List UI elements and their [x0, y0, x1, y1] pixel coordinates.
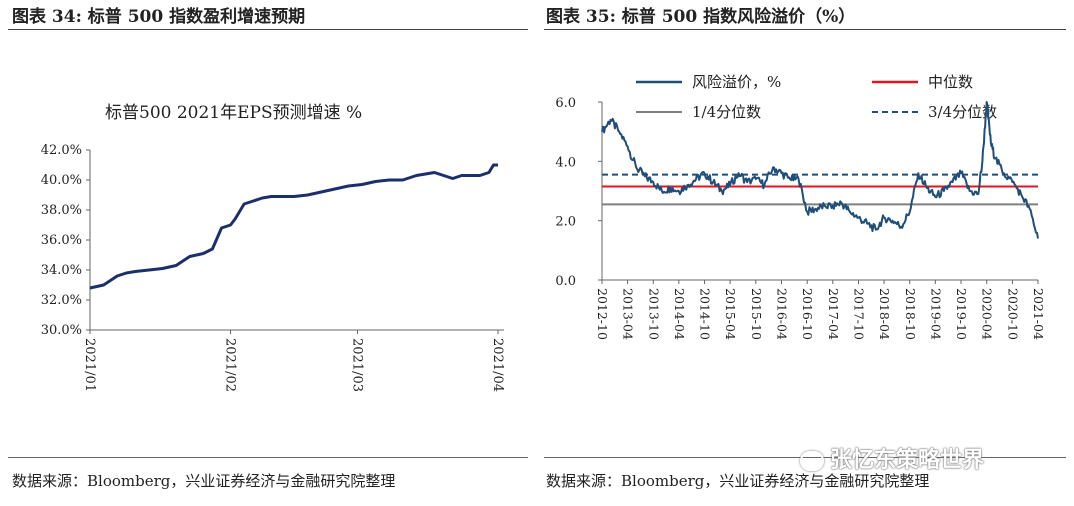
- y-tick-label: 0.0: [555, 274, 576, 289]
- figure-34-top-rule: [8, 29, 528, 30]
- figure-34-source: 数据来源：Bloomberg，兴业证券经济与金融研究院整理: [12, 472, 396, 490]
- figure-34-bottom-rule: [8, 457, 528, 458]
- figure-35-source: 数据来源：Bloomberg，兴业证券经济与金融研究院整理: [546, 472, 930, 490]
- x-tick-label: 2017-04: [826, 288, 841, 340]
- x-tick-label: 2017-10: [851, 288, 866, 340]
- x-tick-label: 2015-10: [749, 288, 764, 340]
- x-tick-label: 2021/03: [349, 338, 364, 392]
- x-tick-label: 2012-10: [595, 288, 610, 340]
- x-tick-label: 2018-10: [903, 288, 918, 340]
- x-tick-label: 2019-10: [954, 288, 969, 340]
- risk-premium-chart: 风险溢价，% 中位数 1/4分位数 3/4分位数 0.0 2.0 4.0 6.0 2012-10…: [555, 73, 1046, 340]
- x-tick-label: 2016-04: [775, 288, 790, 340]
- x-tick-label: 2019-04: [928, 288, 943, 340]
- y-tick-label: 42.0%: [41, 143, 82, 158]
- y-tick-label: 34.0%: [41, 263, 82, 278]
- x-tick-label: 2021/01: [82, 338, 97, 392]
- x-tick-label: 2015-04: [723, 288, 738, 340]
- x-tick-label: 2014-10: [698, 288, 713, 340]
- x-tick-label: 2020-04: [980, 288, 995, 340]
- x-tick-label: 2021-04: [1031, 288, 1046, 340]
- y-tick-label: 36.0%: [41, 233, 82, 248]
- x-tick-label: 2013-10: [646, 288, 661, 340]
- figure-35-title: 图表 35: 标普 500 指数风险溢价（%）: [546, 7, 856, 27]
- y-tick-label: 2.0: [555, 215, 576, 230]
- y-tick-label: 4.0: [555, 155, 576, 170]
- figure-34-title: 图表 34: 标普 500 指数盈利增速预期: [12, 7, 306, 27]
- watermark-text: 张忆东策略世界: [830, 448, 985, 473]
- x-tick-label: 2014-04: [672, 288, 687, 340]
- x-tick-label: 2021/04: [490, 338, 505, 392]
- watermark: 张忆东策略世界: [800, 442, 984, 474]
- legend-label: 3/4分位数: [928, 103, 997, 121]
- y-tick-label: 40.0%: [41, 173, 82, 188]
- wechat-icon: [800, 451, 824, 471]
- risk-premium-line: [601, 101, 1039, 239]
- legend-label: 风险溢价，%: [692, 73, 781, 91]
- eps-growth-line: [89, 163, 498, 290]
- eps-growth-chart: 标普500 2021年EPS预测增速 % 30.0% 32.0% 34.0% 36.0%…: [41, 103, 505, 392]
- chart-title: 标普500 2021年EPS预测增速 %: [105, 103, 362, 123]
- x-tick-label: 2018-04: [877, 288, 892, 340]
- legend-label: 中位数: [928, 73, 973, 91]
- x-tick-label: 2020-10: [1005, 288, 1020, 340]
- legend-label: 1/4分位数: [692, 103, 761, 121]
- y-tick-label: 32.0%: [41, 293, 82, 308]
- x-tick-label: 2016-10: [800, 288, 815, 340]
- x-tick-label: 2021/02: [223, 338, 238, 392]
- x-tick-label: 2013-04: [621, 288, 636, 340]
- y-tick-label: 38.0%: [41, 203, 82, 218]
- y-tick-label: 30.0%: [41, 323, 82, 338]
- figure-35-top-rule: [544, 29, 1066, 30]
- y-tick-label: 6.0: [555, 96, 576, 111]
